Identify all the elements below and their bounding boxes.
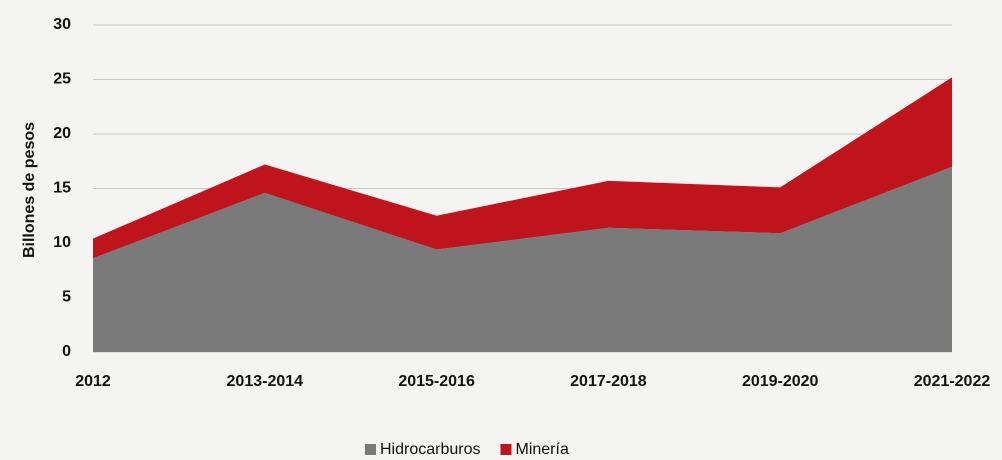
- legend-label: Minería: [515, 441, 568, 458]
- x-tick-label: 2012: [75, 373, 111, 390]
- y-axis-label: Billones de pesos: [21, 122, 38, 258]
- legend-swatch: [365, 444, 376, 455]
- y-tick-label: 20: [53, 125, 71, 142]
- y-tick-label: 15: [53, 180, 71, 197]
- x-tick-label: 2019-2020: [742, 373, 819, 390]
- legend-label: Hidrocarburos: [380, 441, 480, 458]
- x-tick-label: 2015-2016: [398, 373, 475, 390]
- area: [93, 166, 952, 352]
- y-tick-label: 10: [53, 234, 71, 251]
- x-tick-label: 2017-2018: [570, 373, 647, 390]
- y-tick-label: 5: [62, 289, 71, 306]
- y-tick-label: 0: [62, 343, 71, 360]
- area: [93, 77, 952, 259]
- y-tick-label: 30: [53, 16, 71, 33]
- x-tick-label: 2013-2014: [227, 373, 304, 390]
- legend-swatch: [500, 444, 512, 455]
- y-tick-label: 25: [53, 71, 71, 88]
- x-tick-label: 2021-2022: [914, 373, 991, 390]
